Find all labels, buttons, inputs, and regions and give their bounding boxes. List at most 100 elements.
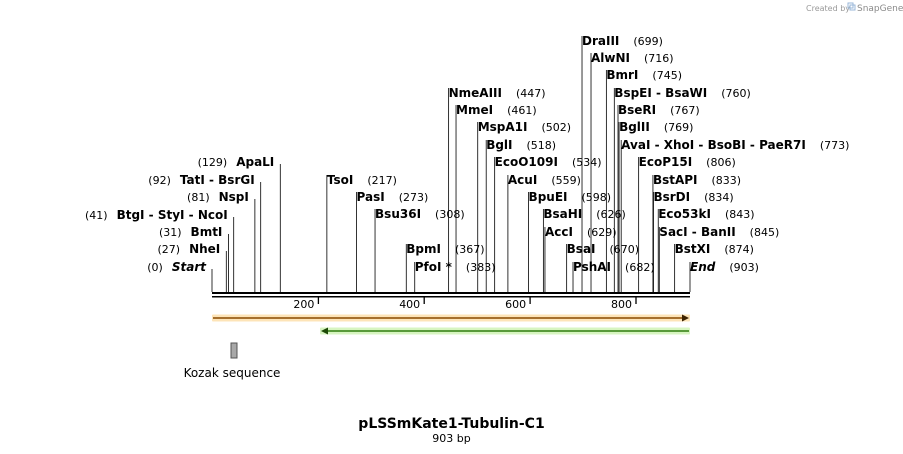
site-name: BmtI	[191, 225, 223, 239]
ruler-label-400: 400	[399, 298, 420, 311]
site-bspei-bsawi[interactable]: BspEI - BsaWI (760)	[613, 86, 751, 292]
site-nhei[interactable]: NheI (27)	[157, 242, 227, 292]
site-position: (81)	[187, 191, 210, 204]
site-pasi[interactable]: PasI (273)	[356, 190, 429, 292]
reverse-arrowhead-icon	[321, 327, 328, 335]
site-bsahi[interactable]: BsaHI (626)	[542, 207, 626, 292]
site-name: AccI	[545, 225, 573, 239]
site-tati-bsrgi[interactable]: TatI - BsrGI (92)	[148, 173, 262, 292]
site-name: NmeAIII	[449, 86, 502, 100]
site-position: (745)	[652, 69, 682, 82]
site-position: (461)	[507, 104, 537, 117]
site-start[interactable]: Start (0)	[147, 260, 213, 292]
site-position: (367)	[455, 243, 485, 256]
site-bmti[interactable]: BmtI (31)	[159, 225, 229, 292]
site-position: (833)	[712, 174, 742, 187]
site-bglii[interactable]: BglII (769)	[618, 120, 694, 292]
site-name: NheI	[189, 242, 220, 256]
site-position: (629)	[587, 226, 617, 239]
site-position: (273)	[399, 191, 429, 204]
site-alwni[interactable]: AlwNI (716)	[590, 51, 674, 292]
kozak-feature-box[interactable]	[230, 342, 238, 359]
site-name: ApaLI	[236, 155, 274, 169]
site-ecop15i[interactable]: EcoP15I (806)	[638, 155, 736, 292]
site-name: Bsu36I	[375, 207, 421, 221]
site-bseri[interactable]: BseRI (767)	[617, 103, 700, 292]
site-name: TsoI	[327, 173, 353, 187]
site-name: BseRI	[618, 103, 656, 117]
site-bpuei[interactable]: BpuEI (598)	[528, 190, 612, 292]
site-bmri[interactable]: BmrI (745)	[605, 68, 682, 292]
site-position: (806)	[706, 156, 736, 169]
site-name: MmeI	[456, 103, 493, 117]
site-mmei[interactable]: MmeI (461)	[455, 103, 537, 292]
plasmid-name: pLSSmKate1-Tubulin-C1	[358, 416, 544, 432]
reverse-feature-arrow[interactable]	[320, 327, 690, 335]
site-eco53ki[interactable]: Eco53kI (843)	[657, 207, 755, 292]
forward-arrowhead-icon	[682, 314, 689, 322]
site-name: PasI	[357, 190, 385, 204]
kozak-feature-label: Kozak sequence	[184, 366, 281, 380]
site-name: BpuEI	[529, 190, 568, 204]
site-avai-xhoi-bsobi-paer7i[interactable]: AvaI - XhoI - BsoBI - PaeR7I (773)	[620, 138, 850, 292]
site-bgli[interactable]: BglI (518)	[485, 138, 556, 292]
site-name: BsrDI	[653, 190, 690, 204]
snapgene-logo-icon	[847, 2, 856, 11]
site-bstxi[interactable]: BstXI (874)	[674, 242, 754, 292]
site-name: BglI	[486, 138, 512, 152]
site-pfoi[interactable]: PfoI * (383)	[414, 260, 496, 292]
site-acci[interactable]: AccI (629)	[544, 225, 617, 292]
site-position: (716)	[644, 52, 674, 65]
site-position: (217)	[367, 174, 397, 187]
site-position: (834)	[704, 191, 734, 204]
site-draiii[interactable]: DraIII (699)	[581, 34, 663, 292]
site-position: (129)	[198, 156, 228, 169]
site-mspa1i[interactable]: MspA1I (502)	[477, 120, 572, 292]
site-name: BsaHI	[543, 207, 582, 221]
site-name: AcuI	[508, 173, 537, 187]
site-end[interactable]: End (903)	[689, 260, 759, 292]
site-name: BmrI	[606, 68, 638, 82]
site-name: DraIII	[582, 34, 619, 48]
ruler-label-600: 600	[505, 298, 526, 311]
site-ecoo109i[interactable]: EcoO109I (534)	[494, 155, 602, 292]
site-position: (760)	[721, 87, 751, 100]
site-position: (773)	[820, 139, 850, 152]
site-name: BstXI	[675, 242, 711, 256]
site-name: MspA1I	[478, 120, 528, 134]
site-bsai[interactable]: BsaI (670)	[566, 242, 639, 292]
site-apali[interactable]: ApaLI (129)	[198, 155, 281, 292]
site-bpmi[interactable]: BpmI (367)	[405, 242, 485, 292]
site-position: (502)	[542, 121, 572, 134]
site-position: (27)	[157, 243, 180, 256]
site-nspi[interactable]: NspI (81)	[187, 190, 256, 292]
site-saci-banii[interactable]: SacI - BanII (845)	[658, 225, 779, 292]
site-btgi-styi-ncoi[interactable]: BtgI - StyI - NcoI (41)	[85, 208, 235, 292]
site-name: AlwNI	[591, 51, 630, 65]
brand-name: SnapGene	[857, 4, 903, 14]
site-position: (769)	[664, 121, 694, 134]
site-name: SacI - BanII	[659, 225, 735, 239]
plasmid-length: 903 bp	[432, 432, 470, 445]
site-name: Eco53kI	[658, 207, 711, 221]
site-position: (92)	[148, 174, 171, 187]
site-name: EcoO109I	[495, 155, 558, 169]
site-position: (0)	[147, 261, 163, 274]
ruler-label-200: 200	[293, 298, 314, 311]
site-bstapi[interactable]: BstAPI (833)	[652, 173, 742, 292]
forward-feature-arrow[interactable]	[212, 314, 690, 322]
restriction-sites: Start(0) NheI (27)BmtI(31)BtgI - StyI - Nc…	[85, 34, 849, 292]
site-acui[interactable]: AcuI (559)	[507, 173, 581, 292]
site-name: PfoI *	[415, 260, 453, 274]
ruler-label-800: 800	[611, 298, 632, 311]
site-bsu36i[interactable]: Bsu36I (308)	[374, 207, 465, 292]
site-pshai[interactable]: PshAI (682)	[572, 260, 655, 292]
site-position: (308)	[435, 208, 465, 221]
ruler: 200 400 600 800	[293, 297, 637, 311]
site-position: (699)	[633, 35, 663, 48]
site-bsrdi[interactable]: BsrDI (834)	[653, 190, 734, 292]
site-position: (682)	[625, 261, 655, 274]
site-tsoi[interactable]: TsoI (217)	[326, 173, 397, 292]
created-by-label: Created by	[806, 4, 850, 13]
site-nmeaiii[interactable]: NmeAIII (447)	[448, 86, 546, 292]
